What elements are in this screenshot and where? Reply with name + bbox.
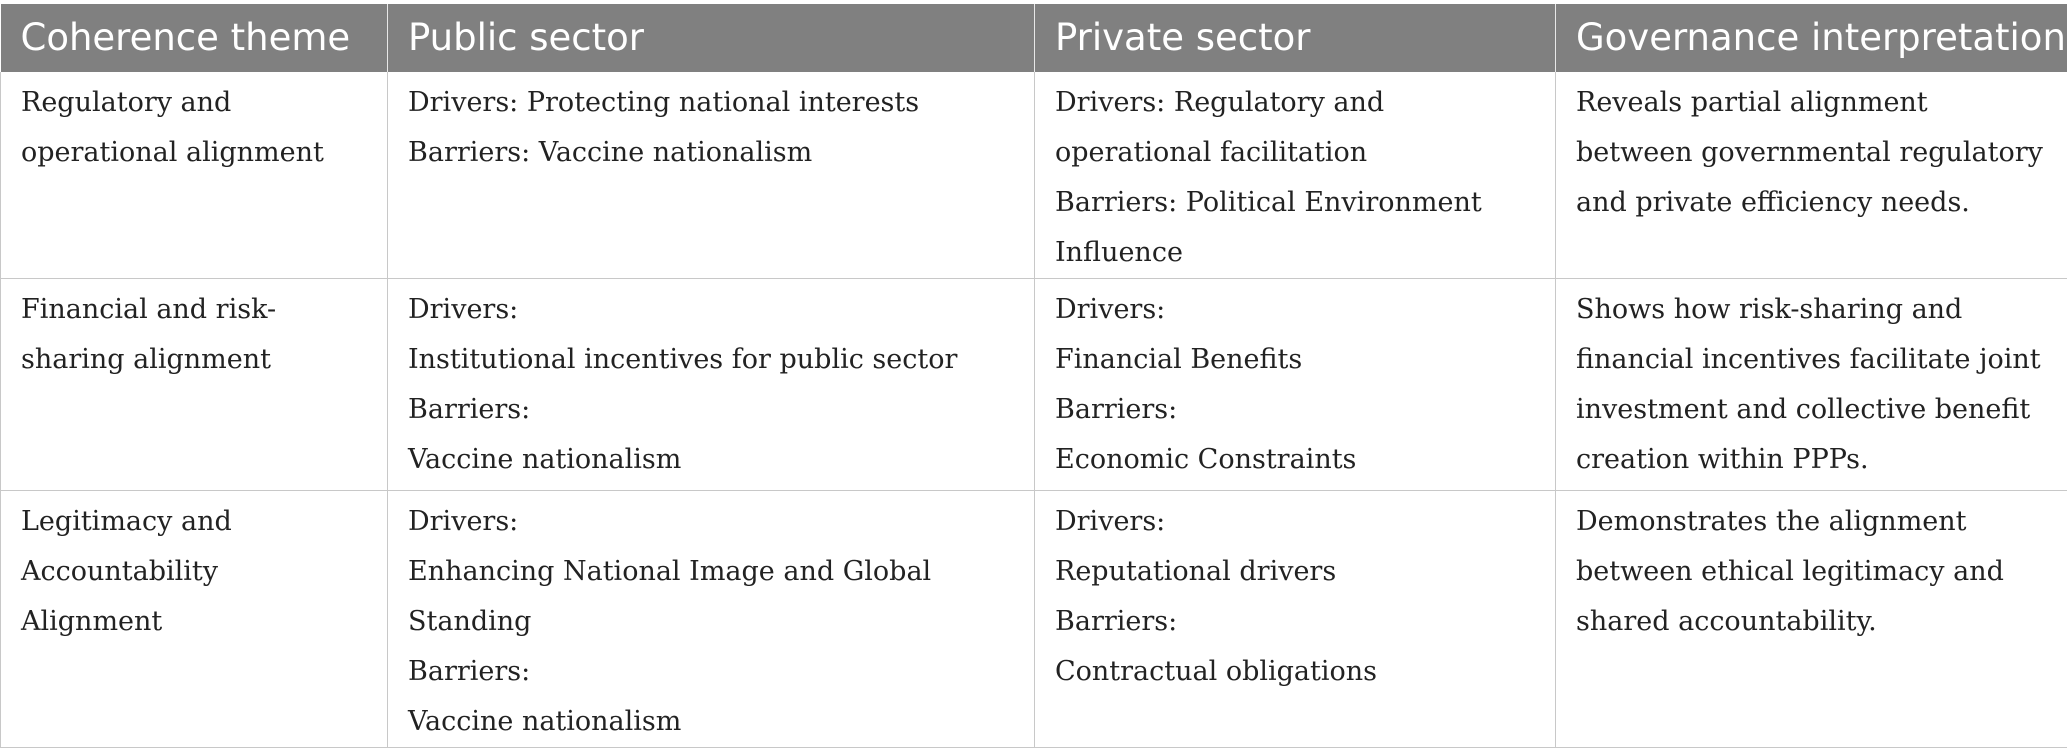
coherence-table-container: Coherence theme Public sector Private se… xyxy=(0,4,2067,748)
public-line: Drivers: xyxy=(408,497,1014,547)
header-row: Coherence theme Public sector Private se… xyxy=(1,4,2067,72)
table-body: Regulatory and operational alignment Dri… xyxy=(1,72,2067,748)
interpretation-cell: Demonstrates the alignment between ethic… xyxy=(1556,491,2067,748)
public-line: Drivers: Protecting national interests xyxy=(408,78,1014,128)
public-sector-cell: Drivers: Institutional incentives for pu… xyxy=(388,279,1035,491)
coherence-table: Coherence theme Public sector Private se… xyxy=(0,4,2067,748)
private-line: Barriers: xyxy=(1055,597,1535,647)
private-line: Economic Constraints xyxy=(1055,435,1535,485)
public-line: Institutional incentives for public sect… xyxy=(408,335,1014,385)
theme-cell: Regulatory and operational alignment xyxy=(1,72,388,279)
table-header: Coherence theme Public sector Private se… xyxy=(1,4,2067,72)
public-line: Barriers: xyxy=(408,647,1014,697)
private-line: Drivers: Regulatory and operational faci… xyxy=(1055,78,1535,178)
private-line: Contractual obligations xyxy=(1055,647,1535,697)
private-line: Reputational drivers xyxy=(1055,547,1535,597)
header-public-sector: Public sector xyxy=(388,4,1035,72)
public-line: Vaccine nationalism xyxy=(408,697,1014,747)
private-sector-cell: Drivers: Regulatory and operational faci… xyxy=(1035,72,1556,279)
private-sector-cell: Drivers: Reputational drivers Barriers: … xyxy=(1035,491,1556,748)
private-line: Drivers: xyxy=(1055,497,1535,547)
theme-cell: Financial and risk-sharing alignment xyxy=(1,279,388,491)
table-row: Legitimacy and Accountability Alignment … xyxy=(1,491,2067,748)
public-line: Drivers: xyxy=(408,285,1014,335)
private-line: Drivers: xyxy=(1055,285,1535,335)
header-coherence-theme: Coherence theme xyxy=(1,4,388,72)
public-line: Enhancing National Image and Global Stan… xyxy=(408,547,1014,647)
theme-cell: Legitimacy and Accountability Alignment xyxy=(1,491,388,748)
header-governance-interpretation: Governance interpretation xyxy=(1556,4,2067,72)
private-line: Barriers: xyxy=(1055,385,1535,435)
table-row: Financial and risk-sharing alignment Dri… xyxy=(1,279,2067,491)
private-line: Barriers: Political Environment Influenc… xyxy=(1055,178,1535,278)
private-sector-cell: Drivers: Financial Benefits Barriers: Ec… xyxy=(1035,279,1556,491)
header-private-sector: Private sector xyxy=(1035,4,1556,72)
public-line: Barriers: xyxy=(408,385,1014,435)
private-line: Financial Benefits xyxy=(1055,335,1535,385)
public-sector-cell: Drivers: Enhancing National Image and Gl… xyxy=(388,491,1035,748)
interpretation-cell: Shows how risk-sharing and financial inc… xyxy=(1556,279,2067,491)
interpretation-cell: Reveals partial alignment between govern… xyxy=(1556,72,2067,279)
public-line: Barriers: Vaccine nationalism xyxy=(408,128,1014,178)
table-row: Regulatory and operational alignment Dri… xyxy=(1,72,2067,279)
public-sector-cell: Drivers: Protecting national interests B… xyxy=(388,72,1035,279)
public-line: Vaccine nationalism xyxy=(408,435,1014,485)
